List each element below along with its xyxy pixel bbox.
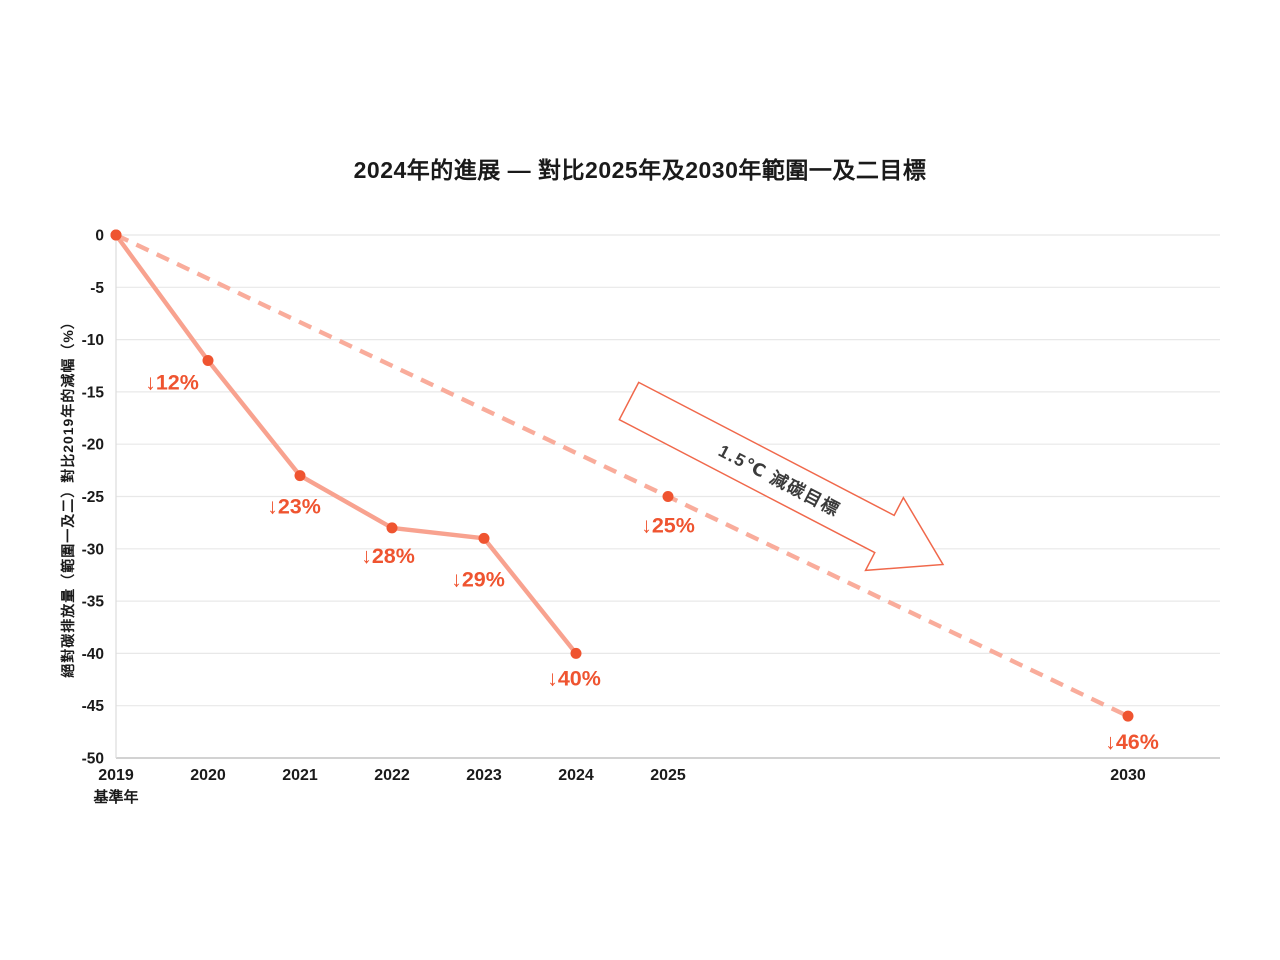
x-tick-label: 2024 (558, 767, 594, 784)
data-point (294, 470, 306, 482)
data-point (202, 355, 214, 367)
y-tick-label: 0 (95, 228, 104, 245)
actual-labels: ↓12% ↓23% ↓28% ↓29% ↓40% (145, 371, 601, 691)
data-point (386, 522, 398, 534)
data-point (1122, 710, 1134, 722)
actual-line (114, 233, 578, 655)
target-arrow-shape (618, 381, 945, 572)
y-tick-label: -25 (82, 489, 105, 506)
point-label: ↓28% (361, 544, 415, 568)
x-tick-label: 2021 (282, 767, 318, 784)
baseline-year-note: 基準年 (92, 788, 138, 806)
x-tick-label: 2022 (374, 767, 410, 784)
point-label: ↓12% (145, 371, 199, 395)
target-line (115, 233, 1129, 719)
y-tick-label: -45 (82, 698, 105, 715)
point-label: ↓25% (641, 514, 695, 538)
gridlines (116, 234, 1220, 759)
target-arrow-annotation: 1.5℃ 減碳目標 (618, 381, 945, 572)
x-tick-label: 2019 (98, 767, 134, 784)
point-label: ↓23% (267, 495, 321, 519)
x-tick-label: 2023 (466, 767, 502, 784)
y-tick-label: -35 (82, 594, 105, 611)
y-tick-label: -5 (90, 280, 104, 297)
y-tick-labels: 0 -5 -10 -15 -20 -25 -30 -35 -40 -45 -50 (82, 228, 105, 768)
y-tick-label: -30 (82, 541, 104, 558)
data-point (478, 532, 490, 544)
data-point (662, 491, 674, 502)
y-tick-label: -40 (82, 646, 104, 663)
x-tick-label: 2030 (1110, 767, 1146, 784)
data-point (570, 647, 582, 659)
target-markers (110, 229, 1134, 722)
x-tick-labels: 2019 2020 2021 2022 2023 2024 2025 2030 基準年 (92, 767, 1145, 806)
x-tick-label: 2020 (190, 767, 226, 784)
target-labels: ↓25% ↓46% (641, 514, 1159, 755)
y-tick-label: -50 (82, 751, 104, 768)
y-tick-label: -15 (82, 384, 105, 401)
y-tick-label: -10 (82, 332, 104, 349)
point-label: ↓46% (1105, 730, 1159, 754)
data-point (110, 229, 122, 241)
chart-title: 2024年的進展 — 對比2025年及2030年範圍一及二目標 (353, 157, 927, 183)
y-tick-label: -20 (82, 437, 104, 454)
point-label: ↓40% (547, 666, 601, 690)
x-tick-label: 2025 (650, 767, 686, 784)
point-label: ↓29% (451, 567, 505, 591)
